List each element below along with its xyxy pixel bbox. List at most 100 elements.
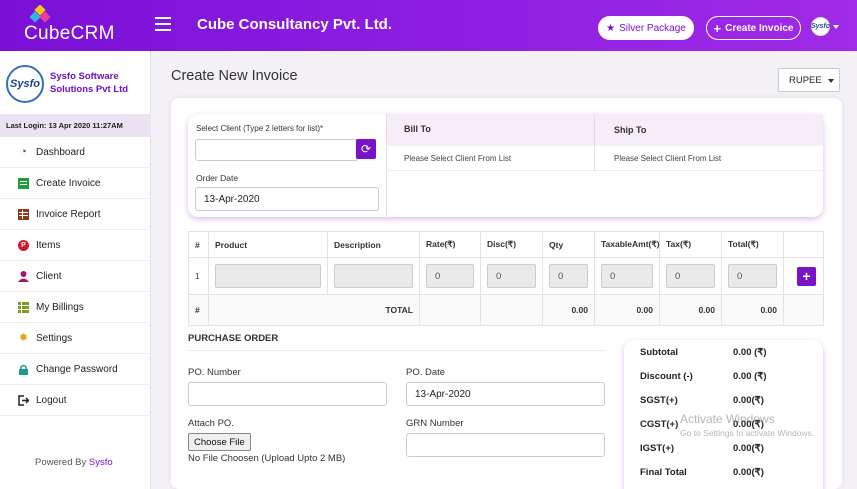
- sidebar-item-label: My Billings: [36, 301, 84, 313]
- select-client-input[interactable]: [195, 139, 357, 161]
- col-header: #: [188, 231, 209, 258]
- chevron-down-icon[interactable]: [833, 25, 839, 29]
- discount-label: Discount (-): [640, 371, 693, 382]
- sidebar-item-invoice-report[interactable]: Invoice Report: [0, 199, 151, 230]
- footer-total: 0.00: [721, 294, 784, 326]
- description-cell: [327, 257, 420, 295]
- sidebar-item-settings[interactable]: ✹ Settings: [0, 323, 151, 354]
- silver-package-button[interactable]: ★ Silver Package: [598, 16, 694, 40]
- sidebar-item-label: Settings: [36, 332, 73, 344]
- page-title: Create New Invoice: [171, 68, 298, 84]
- plus-icon: +: [713, 20, 722, 36]
- currency-select[interactable]: RUPEE: [778, 68, 840, 92]
- dashboard-icon: ◔: [20, 145, 27, 158]
- table-icon: [18, 208, 29, 220]
- description-input[interactable]: [334, 264, 413, 288]
- last-login: Last Login: 13 Apr 2020 11:27AM: [0, 114, 151, 137]
- po-date-input[interactable]: 13-Apr-2020: [406, 382, 605, 406]
- final-total-label: Final Total: [640, 467, 687, 478]
- hamburger-menu-icon[interactable]: [155, 17, 171, 31]
- order-date-label: Order Date: [196, 173, 239, 183]
- app-name: CubeCRM: [24, 23, 115, 44]
- gear-icon: ✹: [18, 331, 29, 344]
- refresh-icon: ⟳: [360, 142, 372, 156]
- bill-to-value: Please Select Client From List: [404, 154, 512, 163]
- taxable-cell: 0: [594, 257, 660, 295]
- user-icon: [18, 270, 29, 282]
- sidebar-item-client[interactable]: Client: [0, 261, 151, 292]
- total-input[interactable]: 0: [728, 264, 777, 288]
- sidebar-item-dashboard[interactable]: ◔ Dashboard: [0, 137, 151, 168]
- items-table: # Product Description Rate(₹) Disc(₹) Qt…: [188, 231, 824, 326]
- po-number-input[interactable]: [188, 382, 387, 406]
- table-header-row: # Product Description Rate(₹) Disc(₹) Qt…: [188, 231, 824, 258]
- col-header-empty: [783, 231, 824, 258]
- file-note: No File Choosen (Upload Upto 2 MB): [188, 453, 346, 464]
- sidebar: Sysfo Sysfo Software Solutions Pvt Ltd L…: [0, 51, 151, 489]
- discount-value: 0.00 (₹): [733, 371, 767, 382]
- add-cell: +: [783, 257, 824, 295]
- avatar[interactable]: Sysfo: [811, 17, 830, 36]
- ship-to-label: Ship To: [614, 125, 647, 135]
- tax-cell: 0: [659, 257, 722, 295]
- footer-total-label: TOTAL: [208, 294, 420, 326]
- top-bar: CubeCRM Cube Consultancy Pvt. Ltd. ★ Sil…: [0, 0, 857, 51]
- sidebar-item-label: Dashboard: [36, 146, 85, 158]
- company-name: Cube Consultancy Pvt. Ltd.: [197, 16, 393, 33]
- grn-number-input[interactable]: [406, 433, 605, 457]
- ship-divider: [594, 114, 595, 171]
- taxable-input[interactable]: 0: [601, 264, 653, 288]
- qty-input[interactable]: 0: [549, 264, 588, 288]
- col-header: Product: [208, 231, 328, 258]
- refresh-client-button[interactable]: ⟳: [356, 139, 376, 159]
- footer-empty: [419, 294, 481, 326]
- bill-ship-header: [386, 114, 823, 146]
- sidebar-item-label: Change Password: [36, 363, 118, 375]
- sidebar-item-change-password[interactable]: Change Password: [0, 354, 151, 385]
- po-divider: [188, 350, 606, 351]
- qty-cell: 0: [542, 257, 595, 295]
- subtotal-value: 0.00 (₹): [733, 347, 767, 358]
- sidebar-item-logout[interactable]: Logout: [0, 385, 151, 416]
- col-header: Qty: [542, 231, 595, 258]
- powered-by-prefix: Powered By: [35, 457, 87, 468]
- choose-file-button[interactable]: Choose File: [188, 433, 251, 451]
- col-header: TaxableAmt(₹): [594, 231, 660, 258]
- po-number-label: PO. Number: [188, 367, 241, 378]
- star-icon: ★: [606, 22, 616, 34]
- sidebar-item-my-billings[interactable]: My Billings: [0, 292, 151, 323]
- sidebar-item-create-invoice[interactable]: Create Invoice: [0, 168, 151, 199]
- footer-taxable: 0.00: [594, 294, 660, 326]
- app-logo[interactable]: CubeCRM: [0, 0, 151, 51]
- col-header: Tax(₹): [659, 231, 722, 258]
- col-header: Description: [327, 231, 420, 258]
- sidebar-item-items[interactable]: P Items: [0, 230, 151, 261]
- footer-empty: [783, 294, 824, 326]
- cgst-value: 0.00(₹): [733, 419, 764, 430]
- grn-number-label: GRN Number: [406, 418, 464, 429]
- footer-hash: #: [188, 294, 209, 326]
- cgst-label: CGST(+): [640, 419, 679, 430]
- igst-value: 0.00(₹): [733, 443, 764, 454]
- col-header: Total(₹): [721, 231, 784, 258]
- row-index: 1: [188, 257, 209, 295]
- bill-ship-body: [386, 146, 823, 171]
- sidebar-item-label: Logout: [36, 394, 67, 406]
- spreadsheet-icon: [18, 177, 29, 189]
- bill-to-label: Bill To: [404, 124, 431, 134]
- create-invoice-header-button[interactable]: + Create Invoice: [706, 16, 801, 40]
- final-total-value: 0.00(₹): [733, 467, 764, 478]
- org-logo: Sysfo: [6, 65, 44, 103]
- powered-by-brand[interactable]: Sysfo: [88, 457, 113, 468]
- igst-label: IGST(+): [640, 443, 675, 454]
- po-date-label: PO. Date: [406, 367, 446, 378]
- cube-logo-icon: [30, 5, 51, 23]
- sidebar-item-label: Create Invoice: [36, 177, 101, 189]
- product-input[interactable]: [215, 264, 321, 288]
- attach-po-label: Attach PO.: [188, 418, 234, 429]
- add-row-button[interactable]: +: [797, 266, 816, 286]
- tax-input[interactable]: 0: [666, 264, 715, 288]
- rate-input[interactable]: 0: [426, 264, 474, 288]
- order-date-input[interactable]: 13-Apr-2020: [195, 187, 379, 211]
- disc-input[interactable]: 0: [487, 264, 536, 288]
